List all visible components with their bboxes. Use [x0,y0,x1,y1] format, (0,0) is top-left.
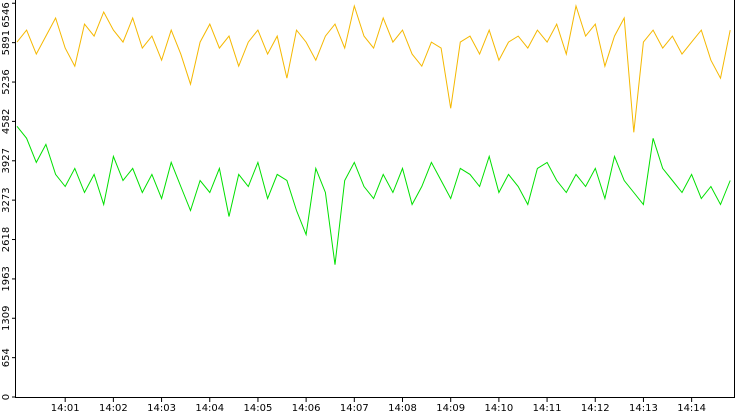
x-tick-label: 14:02 [99,403,128,414]
y-tick-label: 6546 [1,2,12,27]
series-line [16,4,731,133]
y-tick-label: 4582 [1,109,12,134]
x-tick-label: 14:13 [629,403,658,414]
y-tick-label: 5891 [1,30,12,55]
x-tick-label: 14:10 [484,403,513,414]
x-tick-label: 14:11 [533,403,562,414]
x-tick-label: 14:01 [51,403,80,414]
x-tick-label: 14:06 [292,403,321,414]
x-tick-label: 14:09 [436,403,465,414]
y-tick-label: 5236 [1,69,12,94]
y-tick-label: 0 [1,394,12,400]
y-tick-label: 1309 [1,306,12,331]
x-tick-label: 14:12 [581,403,610,414]
x-tick-label: 14:03 [147,403,176,414]
x-tick-label: 14:08 [388,403,417,414]
x-tick-label: 14:07 [340,403,369,414]
x-tick-label: 14:04 [195,403,224,414]
x-tick-label: 14:05 [244,403,273,414]
x-tick-label: 14:14 [677,403,706,414]
y-tick-label: 3273 [1,187,12,212]
y-tick-label: 2618 [1,227,12,252]
y-tick-label: 654 [1,348,12,367]
y-tick-label: 3927 [1,148,12,173]
series-line [16,125,731,265]
y-tick-label: 1963 [1,266,12,291]
